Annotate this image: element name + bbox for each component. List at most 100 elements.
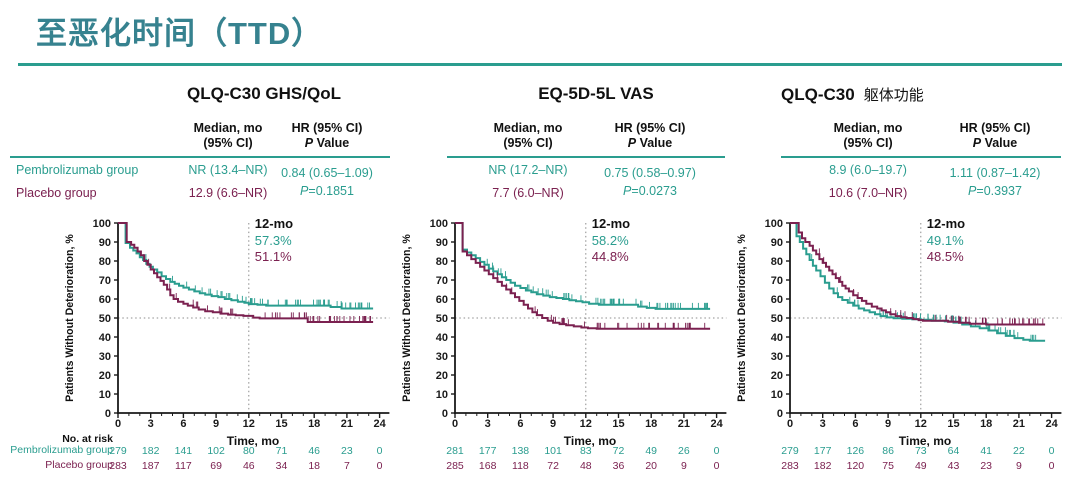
svg-text:41: 41 (980, 445, 992, 457)
svg-text:90: 90 (436, 237, 448, 249)
svg-text:70: 70 (771, 275, 783, 287)
svg-text:0: 0 (787, 418, 793, 430)
svg-text:64: 64 (948, 445, 960, 457)
panel1-pembro-median: NR (13.4–NR) (188, 163, 268, 177)
svg-text:12: 12 (243, 418, 255, 430)
svg-text:23: 23 (341, 445, 353, 457)
svg-text:285: 285 (446, 460, 464, 472)
svg-text:10: 10 (99, 389, 111, 401)
svg-text:20: 20 (771, 370, 783, 382)
svg-text:75: 75 (882, 460, 894, 472)
panel1-hr-header: HR (95% CI) P Value (291, 121, 363, 150)
svg-text:34: 34 (276, 460, 288, 472)
svg-text:12-mo: 12-mo (592, 216, 630, 231)
panel2-p-value: P=0.0273 (623, 184, 677, 198)
svg-text:18: 18 (308, 418, 320, 430)
svg-text:10: 10 (436, 389, 448, 401)
svg-text:117: 117 (175, 460, 192, 472)
panel3-header-rule (781, 156, 1061, 158)
panel3-median-header: Median, mo (95% CI) (833, 121, 903, 150)
svg-text:283: 283 (781, 460, 799, 472)
svg-text:60: 60 (99, 294, 111, 306)
svg-text:126: 126 (847, 445, 865, 457)
svg-text:30: 30 (771, 351, 783, 363)
svg-text:283: 283 (109, 460, 127, 472)
panel3-title: QLQ-C30 躯体功能 (781, 84, 924, 105)
svg-text:10: 10 (771, 389, 783, 401)
svg-text:0: 0 (714, 445, 720, 457)
svg-text:3: 3 (485, 418, 491, 430)
svg-text:6: 6 (517, 418, 523, 430)
svg-text:0: 0 (1049, 460, 1055, 472)
svg-text:40: 40 (436, 332, 448, 344)
svg-text:100: 100 (93, 218, 111, 230)
svg-text:22: 22 (1013, 445, 1025, 457)
svg-text:Patients Without Deterioration: Patients Without Deterioration, % (736, 234, 748, 402)
svg-text:50: 50 (99, 313, 111, 325)
svg-text:21: 21 (678, 418, 690, 430)
no-at-risk-label: No. at risk (62, 433, 113, 445)
svg-text:24: 24 (373, 418, 386, 430)
svg-text:3: 3 (148, 418, 154, 430)
svg-text:58.2%: 58.2% (592, 233, 629, 248)
panel3-p-value: P=0.3937 (968, 184, 1022, 198)
svg-text:9: 9 (1016, 460, 1022, 472)
svg-text:9: 9 (550, 418, 556, 430)
svg-text:49: 49 (645, 445, 657, 457)
svg-text:187: 187 (142, 460, 160, 472)
svg-text:0: 0 (105, 408, 111, 420)
placebo-group-label: Placebo group (16, 186, 97, 200)
svg-text:80: 80 (771, 256, 783, 268)
svg-text:83: 83 (580, 445, 592, 457)
panel1-hr-value: 0.84 (0.65–1.09) (281, 166, 373, 180)
panel2-hr-header: HR (95% CI) P Value (614, 121, 686, 150)
svg-text:7: 7 (344, 460, 350, 472)
svg-text:15: 15 (612, 418, 624, 430)
svg-text:Patients Without Deterioration: Patients Without Deterioration, % (64, 234, 76, 402)
svg-text:60: 60 (771, 294, 783, 306)
svg-text:86: 86 (882, 445, 894, 457)
svg-text:73: 73 (915, 445, 927, 457)
svg-text:90: 90 (99, 237, 111, 249)
svg-text:3: 3 (820, 418, 826, 430)
svg-text:102: 102 (207, 445, 225, 457)
svg-text:279: 279 (781, 445, 799, 457)
svg-text:12: 12 (915, 418, 927, 430)
panel3-hr-value: 1.11 (0.87–1.42) (949, 166, 1041, 180)
svg-text:30: 30 (99, 351, 111, 363)
panel3-title-latin: QLQ-C30 (781, 85, 855, 104)
svg-text:Time, mo: Time, mo (899, 434, 951, 448)
svg-text:50: 50 (771, 313, 783, 325)
p-italic: P (304, 136, 314, 150)
panel1-title: QLQ-C30 GHS/QoL (187, 84, 341, 103)
panel1-median-header: Median, mo (95% CI) (193, 121, 263, 150)
svg-text:57.3%: 57.3% (255, 233, 292, 248)
svg-text:0: 0 (1049, 445, 1055, 457)
svg-text:177: 177 (479, 445, 497, 457)
risk-placebo-label: Placebo group (45, 459, 113, 471)
svg-text:168: 168 (479, 460, 497, 472)
svg-text:48.5%: 48.5% (927, 249, 964, 264)
svg-text:6: 6 (852, 418, 858, 430)
svg-text:120: 120 (847, 460, 865, 472)
panel2-pembro-median: NR (17.2–NR) (488, 163, 568, 177)
svg-text:21: 21 (1013, 418, 1025, 430)
panel1-p-value: P=0.1851 (300, 184, 354, 198)
svg-text:44.8%: 44.8% (592, 249, 629, 264)
svg-text:80: 80 (243, 445, 255, 457)
svg-text:70: 70 (436, 275, 448, 287)
svg-text:12: 12 (580, 418, 592, 430)
svg-text:9: 9 (885, 418, 891, 430)
svg-text:70: 70 (99, 275, 111, 287)
panel3-title-chinese: 躯体功能 (863, 87, 924, 104)
risk-pembro-label: Pembrolizumab group (10, 444, 113, 456)
svg-text:Patients Without Deterioration: Patients Without Deterioration, % (401, 234, 413, 402)
svg-text:100: 100 (765, 218, 783, 230)
svg-text:6: 6 (180, 418, 186, 430)
svg-text:49: 49 (915, 460, 927, 472)
svg-text:182: 182 (142, 445, 160, 457)
svg-text:12-mo: 12-mo (927, 216, 965, 231)
svg-text:0: 0 (714, 460, 720, 472)
